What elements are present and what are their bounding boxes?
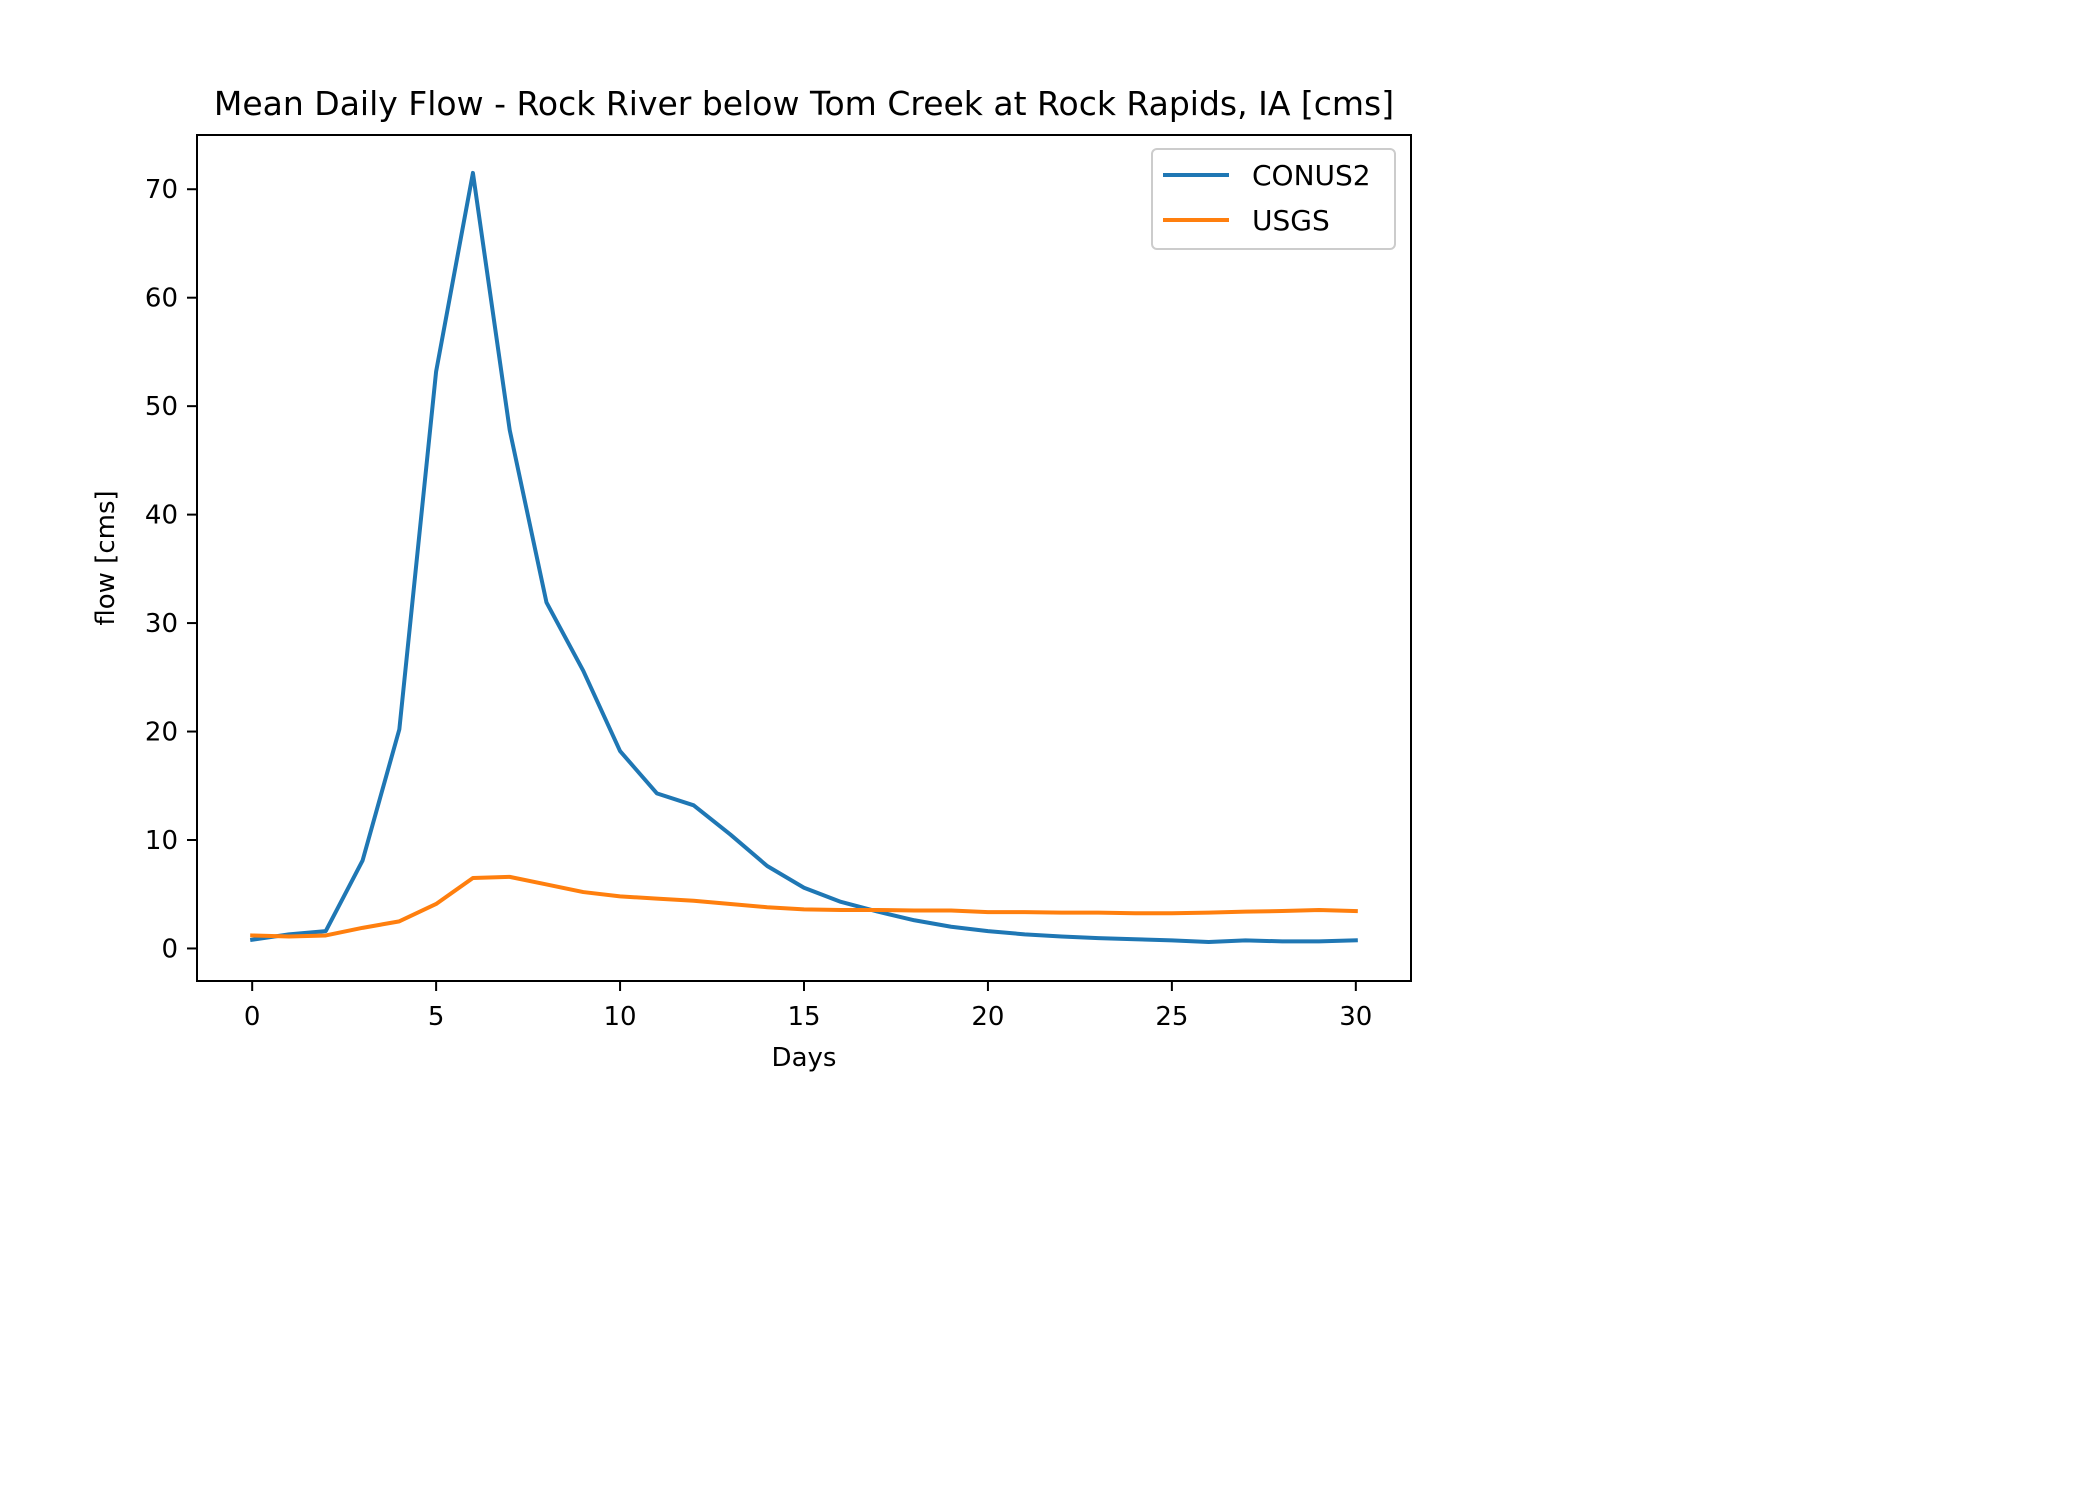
y-axis: 0 10 20 30 40 50 60 70: [145, 175, 197, 964]
y-tick-label: 20: [145, 718, 178, 748]
x-tick-label: 20: [971, 1002, 1004, 1032]
y-tick-label: 40: [145, 501, 178, 531]
legend: CONUS2 USGS: [1151, 148, 1396, 250]
legend-label-usgs: USGS: [1252, 204, 1330, 237]
x-tick-label: 25: [1155, 1002, 1188, 1032]
y-tick-label: 0: [161, 934, 178, 964]
y-axis-label: flow [cms]: [91, 490, 121, 625]
x-axis: 0 5 10 15 20 25 30: [244, 981, 1372, 1032]
x-tick-label: 10: [604, 1002, 637, 1032]
series-line-usgs: [250, 874, 1358, 939]
y-tick-label: 60: [145, 284, 178, 314]
legend-label-conus2: CONUS2: [1252, 159, 1371, 192]
y-tick-label: 10: [145, 826, 178, 856]
x-tick-label: 30: [1339, 1002, 1372, 1032]
y-tick-label: 30: [145, 609, 178, 639]
plot-area: [249, 170, 1358, 944]
y-tick-label: 70: [145, 175, 178, 205]
y-tick-label: 50: [145, 392, 178, 422]
plot-frame: [196, 134, 1412, 982]
x-tick-label: 15: [787, 1002, 820, 1032]
x-tick-label: 0: [244, 1002, 261, 1032]
series-line-conus2: [249, 170, 1358, 944]
x-axis-label: Days: [772, 1043, 837, 1073]
chart-title: Mean Daily Flow - Rock River below Tom C…: [214, 84, 1394, 123]
x-tick-label: 5: [428, 1002, 445, 1032]
line-chart: Mean Daily Flow - Rock River below Tom C…: [91, 84, 1412, 1073]
